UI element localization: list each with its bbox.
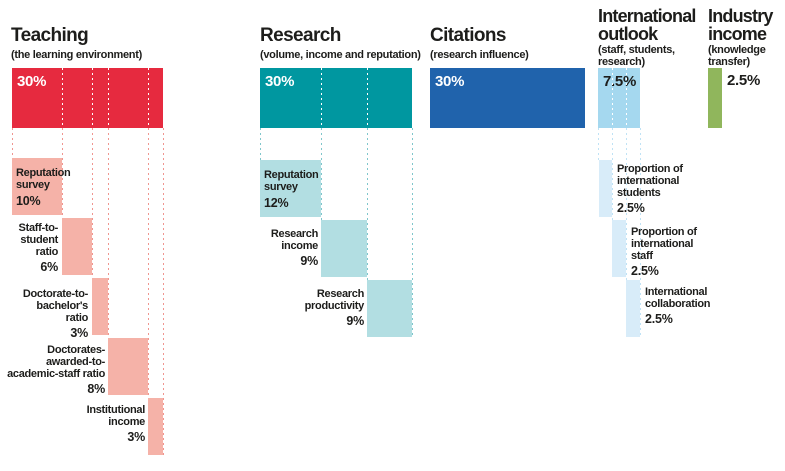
research-title: Research <box>260 25 341 46</box>
indicator-label: Research income <box>270 228 318 253</box>
teaching-weight-bar: 30% <box>12 68 163 128</box>
research-block-research-income <box>321 220 367 277</box>
industry-weight-value: 2.5% <box>727 72 760 89</box>
indicator-weight: 12% <box>264 196 289 210</box>
teaching-block-staff-student-ratio <box>62 218 92 275</box>
teaching-block-institutional-income <box>148 398 163 455</box>
citations-title: Citations <box>430 25 506 46</box>
indicator-weight: 2.5% <box>617 201 645 216</box>
bar-divider <box>321 68 322 128</box>
teaching-label-doctorate-bachelor-ratio: Doctorate-to-bachelor's ratio 3% <box>16 288 88 341</box>
teaching-title: Teaching <box>11 25 89 46</box>
bar-divider <box>62 68 63 128</box>
international-weight-value: 7.5% <box>603 73 636 90</box>
research-block-reputation-survey: Reputation survey 12% <box>260 160 321 217</box>
international-block-students <box>599 160 612 217</box>
international-outlook-title: International outlook <box>598 6 696 44</box>
international-guide-line <box>598 128 599 160</box>
teaching-subtitle: (the learning environment) <box>11 49 142 61</box>
industry-weight-bar <box>708 68 722 128</box>
bar-divider <box>612 68 613 128</box>
citations-weight-bar: 30% <box>430 68 585 128</box>
indicator-label: Institutional income <box>86 404 146 429</box>
international-label-staff: Proportion of international staff 2.5% <box>631 226 709 279</box>
indicator-weight: 10% <box>16 194 41 208</box>
industry-income-title: Industry income <box>708 6 773 44</box>
research-subtitle: (volume, income and reputation) <box>260 49 421 61</box>
indicator-weight: 2.5% <box>631 264 659 279</box>
international-guide-line <box>612 128 613 220</box>
international-guide-line <box>640 128 641 337</box>
teaching-weight-value: 30% <box>17 73 47 90</box>
bar-divider <box>148 68 149 128</box>
international-label-collaboration: International collaboration 2.5% <box>645 286 737 327</box>
teaching-block-doctorate-bachelor-ratio <box>92 278 108 335</box>
indicator-label: Doctorate-to-bachelor's ratio <box>22 288 88 325</box>
research-weight-value: 30% <box>265 73 295 90</box>
research-guide-line <box>321 128 322 220</box>
research-weight-bar: 30% <box>260 68 412 128</box>
teaching-guide-line <box>108 128 109 338</box>
international-label-students: Proportion of international students 2.5… <box>617 163 695 216</box>
research-guide-line <box>412 128 413 337</box>
citations-weight-value: 30% <box>435 73 465 90</box>
indicator-label: Research productivity <box>304 288 365 313</box>
indicator-weight: 2.5% <box>645 312 673 327</box>
international-outlook-subtitle: (staff, students, research) <box>598 44 675 68</box>
indicator-weight: 6% <box>40 260 58 275</box>
teaching-guide-line <box>163 128 164 455</box>
industry-income-subtitle: (knowledge transfer) <box>708 44 766 68</box>
research-guide-line <box>367 128 368 280</box>
teaching-label-staff-student-ratio: Staff-to-student ratio 6% <box>8 222 59 275</box>
international-block-collaboration <box>626 280 640 337</box>
indicator-weight: 3% <box>70 326 88 341</box>
teaching-guide-line <box>12 128 13 158</box>
research-label-research-income: Research income 9% <box>258 228 318 269</box>
indicator-label: Proportion of international staff <box>631 226 697 263</box>
teaching-label-doctorates-awarded-ratio: Doctorates-awarded-to-academic-staff rat… <box>2 344 105 397</box>
teaching-guide-line <box>92 128 93 278</box>
research-guide-line <box>260 128 261 160</box>
indicator-label: Proportion of international students <box>617 163 683 200</box>
teaching-label-institutional-income: Institutional income 3% <box>83 404 146 445</box>
teaching-guide-line <box>62 128 63 218</box>
indicator-weight: 9% <box>346 314 364 329</box>
research-label-research-productivity: Research productivity 9% <box>294 288 365 329</box>
indicator-weight: 9% <box>300 254 318 269</box>
indicator-weight: 8% <box>87 382 105 397</box>
indicator-label: International collaboration <box>645 286 711 311</box>
bar-divider <box>626 68 627 128</box>
teaching-block-reputation-survey: Reputation survey 10% <box>12 158 71 215</box>
indicator-label: Reputation survey <box>264 169 319 193</box>
bar-divider <box>108 68 109 128</box>
indicator-weight: 3% <box>127 430 145 445</box>
bar-divider <box>92 68 93 128</box>
international-guide-line <box>626 128 627 280</box>
teaching-block-doctorates-awarded-ratio <box>108 338 148 395</box>
indicator-label: Doctorates-awarded-to-academic-staff rat… <box>7 344 105 381</box>
indicator-label: Reputation survey <box>16 167 71 191</box>
research-block-research-productivity <box>367 280 412 337</box>
international-block-staff <box>612 220 626 277</box>
international-weight-bar: 7.5% <box>598 68 640 128</box>
teaching-guide-line <box>148 128 149 398</box>
bar-divider <box>367 68 368 128</box>
indicator-label: Staff-to-student ratio <box>18 222 59 259</box>
citations-subtitle: (research influence) <box>430 49 529 61</box>
